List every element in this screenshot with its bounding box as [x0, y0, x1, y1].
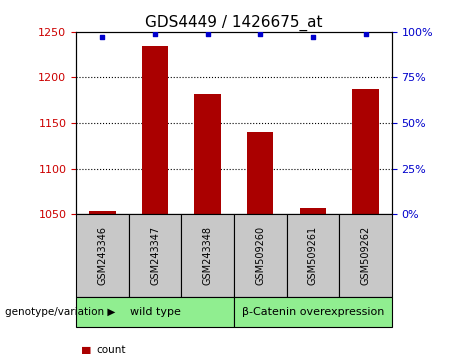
Bar: [142, 46, 168, 214]
Bar: [352, 89, 378, 214]
Text: GSM243346: GSM243346: [97, 226, 107, 285]
Point: [151, 31, 159, 36]
Point: [257, 31, 264, 36]
Text: GSM509260: GSM509260: [255, 226, 265, 285]
Bar: [195, 94, 221, 214]
Text: GSM509261: GSM509261: [308, 226, 318, 285]
Title: GDS4449 / 1426675_at: GDS4449 / 1426675_at: [145, 14, 323, 30]
Point: [362, 31, 369, 36]
Text: GSM243348: GSM243348: [203, 226, 213, 285]
Point: [309, 34, 317, 40]
Text: β-Catenin overexpression: β-Catenin overexpression: [242, 307, 384, 318]
Text: ■: ■: [81, 346, 91, 354]
Bar: [300, 208, 326, 214]
Point: [204, 31, 211, 36]
Point: [99, 34, 106, 40]
Text: genotype/variation ▶: genotype/variation ▶: [5, 307, 115, 318]
Text: GSM243347: GSM243347: [150, 226, 160, 285]
Bar: [247, 132, 273, 214]
Text: GSM509262: GSM509262: [361, 226, 371, 285]
Text: count: count: [97, 346, 126, 354]
Bar: [89, 211, 116, 214]
Text: wild type: wild type: [130, 307, 180, 318]
